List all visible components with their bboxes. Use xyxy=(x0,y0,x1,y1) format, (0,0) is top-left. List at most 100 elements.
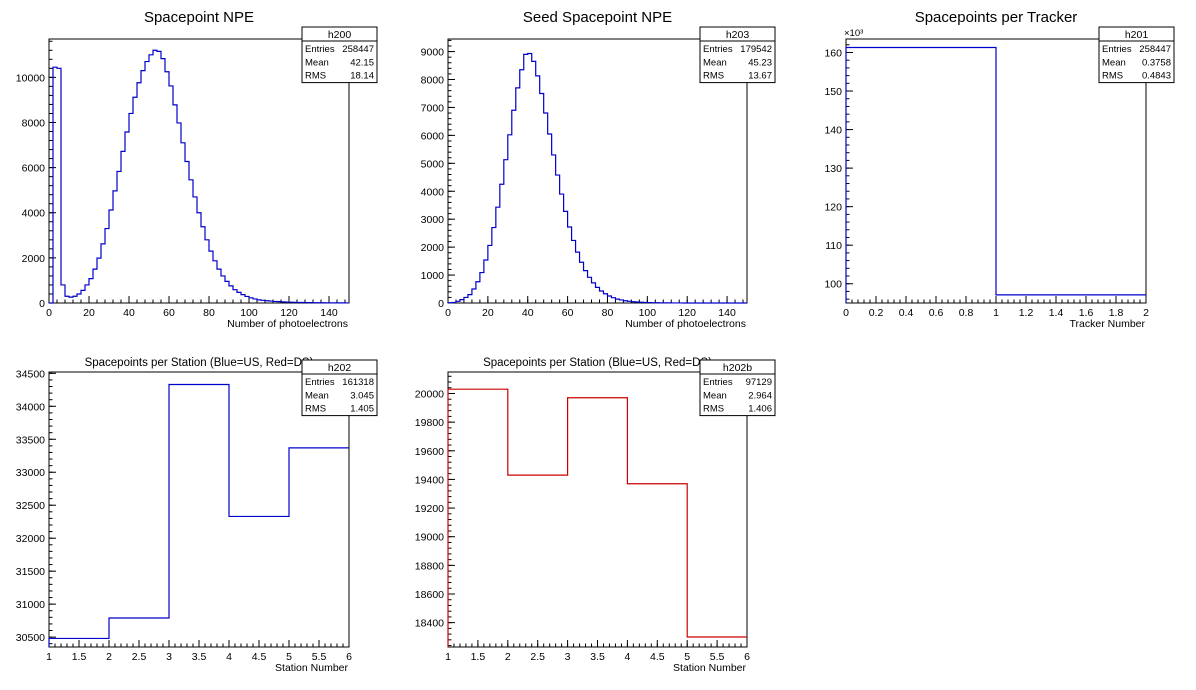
y-tick-label: 3000 xyxy=(421,214,445,226)
x-axis-label: Station Number xyxy=(275,662,348,674)
x-tick-label: 4.5 xyxy=(252,651,267,663)
histogram-bin xyxy=(846,47,996,303)
stats-box-frame xyxy=(301,26,378,84)
y-tick-label: 20000 xyxy=(415,388,444,400)
x-tick-label: 0 xyxy=(445,307,451,319)
histogram-bin xyxy=(544,113,548,303)
histogram-bin xyxy=(181,143,185,303)
x-tick-label: 0.8 xyxy=(959,307,974,319)
x-tick-label: 2 xyxy=(1143,307,1149,319)
histogram-panel-h201: Spacepoints per Tracker 0 0.2 0.4 0.6 0.8 1 1.2… xyxy=(824,9,1175,330)
stats-box: h200 Entries 258447 Mean 42.15 RMS 18.14 xyxy=(301,26,378,84)
y-tick-label: 1000 xyxy=(421,270,445,282)
y-tick-label: 6000 xyxy=(421,130,445,142)
x-tick-label: 120 xyxy=(678,307,696,319)
x-tick-label: 120 xyxy=(280,307,298,319)
x-tick-label: 1.5 xyxy=(471,651,486,663)
histogram-panel-h202: Spacepoints per Station (Blue=US, Red=DS… xyxy=(16,357,378,674)
histogram-bin xyxy=(508,475,568,647)
y-tick-label: 0 xyxy=(39,298,45,310)
x-tick-label: 40 xyxy=(123,307,135,319)
x-tick-label: 3 xyxy=(565,651,571,663)
histogram-bin xyxy=(448,389,508,647)
stats-label: Mean xyxy=(703,390,727,401)
stats-value: 0.4843 xyxy=(1142,71,1171,82)
stats-value: 179542 xyxy=(740,44,772,55)
x-axis-label: Number of photoelectrons xyxy=(625,318,746,330)
plot-frame xyxy=(447,38,748,304)
histogram-bin xyxy=(141,71,145,303)
x-tick-label: 1 xyxy=(445,651,451,663)
chart-title: Spacepoints per Tracker xyxy=(915,9,1078,26)
y-tick-label: 140 xyxy=(824,125,842,137)
histogram-bin xyxy=(173,105,177,303)
y-tick-label: 33500 xyxy=(16,434,45,446)
x-tick-label: 1.2 xyxy=(1019,307,1034,319)
histogram-panel-h203: Seed Spacepoint NPE 0 20 40 60 80 100 120 140 0 10… xyxy=(421,9,776,330)
x-tick-label: 0.2 xyxy=(869,307,884,319)
chart-title: Spacepoint NPE xyxy=(144,9,254,26)
stats-value: 1.406 xyxy=(748,404,772,415)
y-tick-label: 7000 xyxy=(421,102,445,114)
x-tick-label: 140 xyxy=(320,307,338,319)
stats-value: 1.405 xyxy=(350,404,374,415)
x-tick-label: 20 xyxy=(482,307,494,319)
y-tick-label: 34500 xyxy=(16,368,45,380)
y-tick-label: 32500 xyxy=(16,500,45,512)
stats-box-frame xyxy=(301,359,378,417)
y-tick-label: 19000 xyxy=(415,532,444,544)
x-tick-label: 80 xyxy=(602,307,614,319)
histogram-panel-h202b: Spacepoints per Station (Blue=US, Red=DS… xyxy=(415,357,776,674)
histogram-bin xyxy=(548,134,552,303)
y-tick-label: 19200 xyxy=(415,503,444,515)
x-tick-label: 6 xyxy=(346,651,352,663)
y-tick-label: 10000 xyxy=(16,72,45,84)
x-tick-label: 1 xyxy=(993,307,999,319)
histogram-bin xyxy=(536,76,540,303)
y-tick-label: 18400 xyxy=(415,618,444,630)
y-tick-label: 110 xyxy=(825,240,842,252)
histogram-bin xyxy=(129,113,133,303)
chart-title: Spacepoints per Station (Blue=US, Red=DS… xyxy=(85,357,314,369)
stats-label: Entries xyxy=(1102,44,1132,55)
y-tick-label: 19600 xyxy=(415,446,444,458)
y-tick-label: 34000 xyxy=(16,401,45,413)
histogram-bin xyxy=(996,295,1146,303)
stats-value: 258447 xyxy=(342,44,374,55)
histogram-bin xyxy=(169,86,173,303)
x-tick-label: 1.8 xyxy=(1109,307,1124,319)
x-tick-label: 2 xyxy=(505,651,511,663)
stats-box: h201 Entries 258447 Mean 0.3758 RMS 0.4843 xyxy=(1098,26,1175,84)
histogram-line xyxy=(447,52,747,304)
y-tick-label: 160 xyxy=(824,47,842,59)
stats-value: 18.14 xyxy=(350,71,374,82)
histogram-bin xyxy=(289,448,349,647)
x-tick-label: 5.5 xyxy=(710,651,725,663)
x-tick-label: 5 xyxy=(684,651,690,663)
stats-value: 97129 xyxy=(746,377,772,388)
stats-box: h203 Entries 179542 Mean 45.23 RMS 13.67 xyxy=(699,26,776,84)
y-tick-label: 6000 xyxy=(22,163,46,175)
histogram-line xyxy=(49,49,349,304)
y-tick-label: 19400 xyxy=(415,474,444,486)
x-tick-label: 2 xyxy=(106,651,112,663)
x-tick-label: 40 xyxy=(522,307,534,319)
stats-value: 45.23 xyxy=(748,57,772,68)
stats-value: 2.964 xyxy=(748,390,772,401)
x-tick-label: 100 xyxy=(240,307,258,319)
stats-label: Mean xyxy=(305,390,329,401)
histogram-bin xyxy=(157,51,161,303)
stats-label: Mean xyxy=(1102,57,1126,68)
y-tick-label: 2000 xyxy=(22,253,46,265)
histogram-bin xyxy=(149,55,153,303)
histogram-bin xyxy=(552,155,556,303)
y-tick-label: 31000 xyxy=(16,599,45,611)
histogram-bin xyxy=(528,54,532,303)
x-tick-label: 5 xyxy=(286,651,292,663)
x-tick-label: 4.5 xyxy=(650,651,665,663)
x-axis-label: Number of photoelectrons xyxy=(227,318,348,330)
y-tick-label: 2000 xyxy=(421,242,445,254)
y-tick-label: 8000 xyxy=(22,117,46,129)
histogram-line xyxy=(845,46,1146,303)
